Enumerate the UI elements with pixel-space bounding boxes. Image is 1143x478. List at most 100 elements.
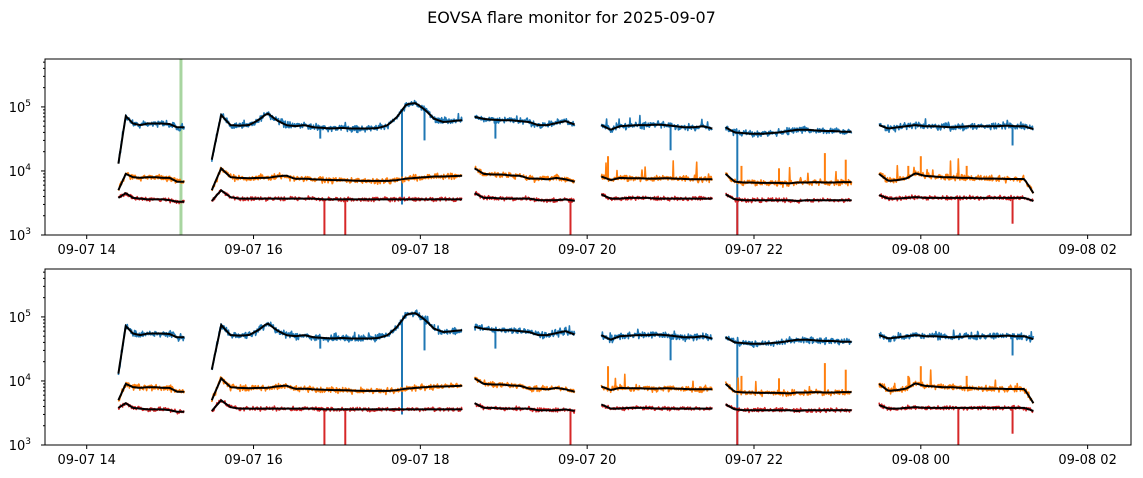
smoothed-orange-segment-0 (117, 172, 185, 191)
x-tick: 09-07 18 (391, 445, 450, 468)
x-tick: 09-07 14 (57, 235, 116, 258)
y-tick: 104 (9, 373, 45, 390)
x-tick: 09-08 00 (892, 235, 950, 258)
y-tick: 105 (9, 99, 45, 116)
smoothed-orange-segment-2 (474, 377, 575, 393)
y-tick-base: 10 (9, 165, 26, 180)
x-tick-label: 09-07 22 (725, 453, 783, 468)
x-tick-label: 09-07 18 (391, 243, 449, 258)
smoothed-blue-segment-0 (117, 323, 185, 374)
series-red-segment-4 (725, 192, 853, 204)
smoothed-blue-segment-2 (474, 115, 576, 127)
y-tick: 103 (9, 227, 45, 244)
x-tick-label: 09-08 02 (1058, 243, 1116, 258)
smoothed-blue-segment-3 (600, 333, 713, 341)
chart-title: EOVSA flare monitor for 2025-09-07 (427, 8, 716, 27)
smoothed-orange-segment-4 (724, 173, 852, 185)
x-tick-label: 09-07 20 (558, 453, 616, 468)
smoothed-red-segment-4 (725, 193, 852, 202)
series-blue-segment-4 (724, 125, 853, 138)
plot-area (117, 59, 1035, 235)
x-tick: 09-08 02 (1058, 445, 1117, 468)
y-tick-base: 10 (9, 439, 26, 454)
smoothed-red-segment-0 (117, 192, 185, 203)
x-tick: 09-07 22 (725, 445, 783, 468)
smoothed-orange-segment-4 (724, 383, 852, 395)
smoothed-red-segment-4 (725, 403, 852, 412)
smoothed-orange-segment-2 (474, 167, 575, 183)
x-tick: 09-07 18 (391, 235, 450, 258)
axes-frame (44, 268, 1132, 446)
y-tick: 103 (9, 437, 45, 454)
series-blue-segment-0 (117, 323, 186, 376)
x-tick: 09-07 22 (725, 235, 783, 258)
y-tick-label: 104 (9, 373, 32, 390)
smoothed-blue-segment-5 (878, 334, 1034, 341)
smoothed-blue-segment-4 (725, 126, 852, 135)
series-orange-segment-1 (211, 376, 463, 403)
smoothed-orange-segment-1 (210, 166, 463, 191)
x-tick-label: 09-07 16 (224, 243, 282, 258)
y-tick-label: 103 (9, 437, 31, 454)
smoothed-blue-segment-1 (210, 312, 463, 370)
smoothed-red-segment-1 (211, 398, 463, 412)
smoothed-blue-segment-0 (117, 113, 185, 164)
x-tick-label: 09-07 14 (57, 243, 115, 258)
smoothed-red-segment-2 (474, 402, 575, 412)
smoothed-blue-segment-1 (210, 102, 463, 160)
y-tick-exponent: 4 (25, 163, 31, 173)
smoothed-orange-segment-3 (600, 385, 713, 392)
y-tick-exponent: 4 (25, 373, 31, 383)
y-tick-base: 10 (9, 311, 26, 326)
plot-area (117, 309, 1035, 445)
y-tick: 104 (9, 163, 45, 180)
series-red-segment-3 (600, 192, 714, 202)
x-tick: 09-07 16 (224, 445, 283, 468)
smoothed-orange-segment-0 (117, 382, 185, 401)
y-tick-label: 104 (9, 163, 32, 180)
x-tick-label: 09-07 14 (57, 453, 115, 468)
panel-bottom: 09-07 14 09-07 16 09-07 18 09-07 20 09-07 22… (9, 268, 1132, 468)
smoothed-red-segment-5 (878, 194, 1034, 202)
y-tick-label: 103 (9, 227, 31, 244)
y-tick-exponent: 5 (25, 99, 31, 109)
y-tick-base: 10 (9, 229, 26, 244)
x-tick-label: 09-07 16 (224, 453, 282, 468)
smoothed-orange-segment-5 (878, 172, 1035, 194)
y-tick-label: 105 (9, 309, 31, 326)
x-tick: 09-07 20 (558, 235, 616, 258)
y-tick-exponent: 5 (25, 309, 31, 319)
smoothed-red-segment-1 (211, 188, 463, 202)
smoothed-orange-segment-5 (878, 382, 1035, 404)
smoothed-red-segment-0 (117, 402, 185, 413)
x-tick: 09-07 20 (558, 445, 616, 468)
x-tick-label: 09-08 00 (892, 243, 950, 258)
smoothed-blue-segment-3 (600, 123, 713, 131)
smoothed-red-segment-5 (878, 404, 1034, 412)
smoothed-red-segment-2 (474, 192, 575, 202)
series-orange-segment-5 (878, 158, 1034, 194)
x-tick: 09-08 00 (892, 445, 950, 468)
y-tick-exponent: 3 (25, 227, 31, 237)
panel-top: 09-07 14 09-07 16 09-07 18 09-07 20 09-07 22… (9, 58, 1132, 258)
x-tick: 09-08 02 (1058, 235, 1117, 258)
x-tick-label: 09-07 18 (391, 453, 449, 468)
smoothed-orange-segment-3 (600, 175, 713, 182)
y-tick-base: 10 (9, 375, 26, 390)
axes-frame (44, 58, 1132, 236)
x-tick: 09-07 14 (57, 445, 116, 468)
smoothed-red-segment-3 (600, 193, 713, 200)
x-tick-label: 09-07 20 (558, 243, 616, 258)
smoothed-orange-segment-1 (210, 376, 463, 401)
smoothed-blue-segment-4 (725, 336, 852, 345)
smoothed-blue-segment-5 (878, 124, 1034, 131)
y-tick-exponent: 3 (25, 437, 31, 447)
x-tick-label: 09-07 22 (725, 243, 783, 258)
series-blue-segment-0 (118, 114, 186, 164)
smoothed-blue-segment-2 (474, 325, 576, 337)
y-tick: 105 (9, 309, 45, 326)
x-tick-label: 09-08 00 (892, 453, 950, 468)
x-tick-label: 09-08 02 (1058, 453, 1116, 468)
